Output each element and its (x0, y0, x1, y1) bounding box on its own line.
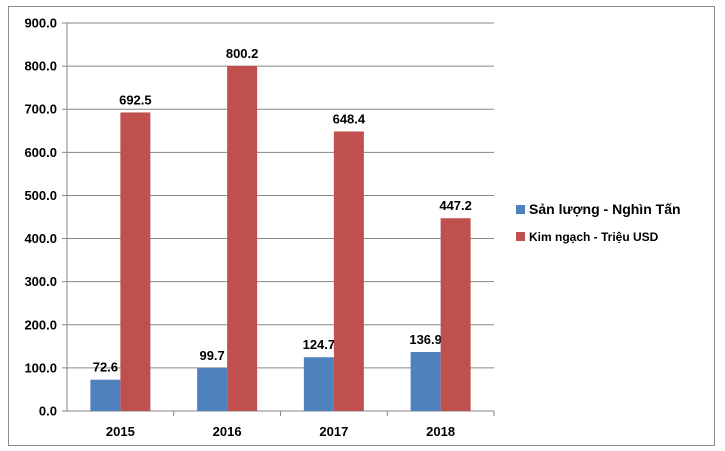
legend-label: Sản lượng - Nghìn Tấn (529, 201, 681, 217)
legend-swatch (516, 232, 525, 241)
data-label: 124.7 (303, 337, 336, 352)
y-tick-label: 900.0 (24, 16, 57, 31)
data-label: 447.2 (439, 198, 472, 213)
x-tick-label: 2015 (106, 424, 135, 439)
data-label: 800.2 (226, 46, 259, 61)
data-label: 72.6 (93, 360, 118, 375)
x-tick-label: 2016 (213, 424, 242, 439)
y-tick-label: 500.0 (24, 188, 57, 203)
x-tick-label: 2018 (426, 424, 455, 439)
y-tick-label: 800.0 (24, 59, 57, 74)
y-tick-label: 600.0 (24, 145, 57, 160)
data-label: 648.4 (333, 111, 366, 126)
x-tick-label: 2017 (319, 424, 348, 439)
bar (440, 218, 471, 411)
legend-swatch (516, 205, 525, 214)
bar (90, 379, 121, 411)
data-label: 136.9 (409, 332, 442, 347)
y-tick-label: 100.0 (24, 360, 57, 375)
y-tick-label: 400.0 (24, 231, 57, 246)
bar (197, 368, 228, 411)
y-tick-label: 700.0 (24, 102, 57, 117)
y-tick-label: 0.0 (39, 404, 57, 419)
y-tick-label: 200.0 (24, 317, 57, 332)
y-tick-label: 300.0 (24, 274, 57, 289)
bar (410, 351, 441, 411)
bar (333, 131, 364, 411)
bar (227, 66, 258, 411)
legend-label: Kim ngạch - Triệu USD (529, 230, 659, 244)
data-label: 692.5 (119, 92, 152, 107)
bar (303, 357, 334, 411)
bar (120, 112, 151, 411)
data-label: 99.7 (199, 348, 224, 363)
